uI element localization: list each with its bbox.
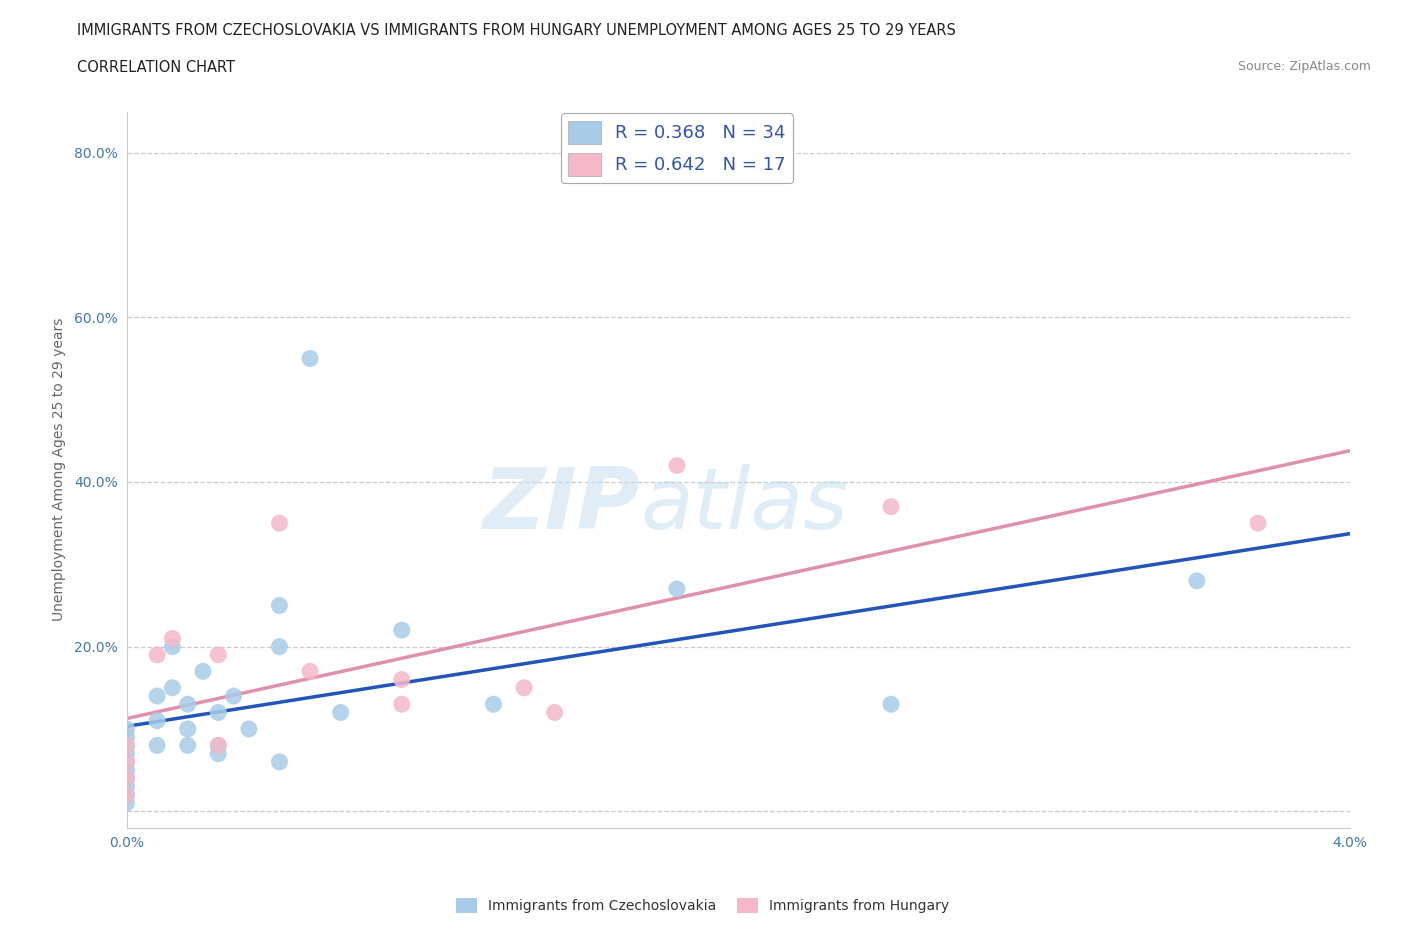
Point	[207, 746, 229, 761]
Text: Source: ZipAtlas.com: Source: ZipAtlas.com	[1237, 60, 1371, 73]
Point	[115, 737, 138, 752]
Point	[115, 771, 138, 786]
Point	[880, 697, 903, 711]
Point	[162, 639, 184, 654]
Point	[207, 705, 229, 720]
Point	[482, 697, 505, 711]
Point	[391, 672, 413, 687]
Point	[115, 779, 138, 794]
Point	[115, 722, 138, 737]
Text: ZIP: ZIP	[482, 464, 640, 547]
Point	[115, 795, 138, 810]
Point	[299, 664, 322, 679]
Point	[162, 681, 184, 696]
Text: CORRELATION CHART: CORRELATION CHART	[77, 60, 235, 75]
Point	[207, 647, 229, 662]
Point	[543, 705, 565, 720]
Point	[115, 771, 138, 786]
Point	[207, 737, 229, 752]
Text: IMMIGRANTS FROM CZECHOSLOVAKIA VS IMMIGRANTS FROM HUNGARY UNEMPLOYMENT AMONG AGE: IMMIGRANTS FROM CZECHOSLOVAKIA VS IMMIGR…	[77, 23, 956, 38]
Point	[880, 499, 903, 514]
Point	[115, 788, 138, 803]
Point	[513, 681, 536, 696]
Point	[269, 754, 291, 769]
Point	[177, 697, 200, 711]
Point	[299, 352, 322, 366]
Point	[162, 631, 184, 645]
Point	[222, 688, 245, 703]
Point	[115, 788, 138, 803]
Point	[269, 639, 291, 654]
Point	[146, 737, 169, 752]
Point	[115, 737, 138, 752]
Point	[115, 754, 138, 769]
Point	[191, 664, 214, 679]
Point	[391, 623, 413, 638]
Text: atlas: atlas	[640, 464, 848, 547]
Point	[238, 722, 260, 737]
Point	[207, 737, 229, 752]
Legend: R = 0.368   N = 34, R = 0.642   N = 17: R = 0.368 N = 34, R = 0.642 N = 17	[561, 113, 793, 183]
Point	[146, 688, 169, 703]
Point	[115, 746, 138, 761]
Point	[115, 763, 138, 777]
Point	[666, 581, 689, 596]
Point	[391, 697, 413, 711]
Point	[666, 458, 689, 473]
Point	[146, 647, 169, 662]
Legend: Immigrants from Czechoslovakia, Immigrants from Hungary: Immigrants from Czechoslovakia, Immigran…	[451, 892, 955, 919]
Point	[1247, 516, 1270, 531]
Point	[1185, 573, 1208, 588]
Point	[177, 737, 200, 752]
Point	[115, 754, 138, 769]
Point	[269, 598, 291, 613]
Point	[177, 722, 200, 737]
Point	[269, 516, 291, 531]
Y-axis label: Unemployment Among Ages 25 to 29 years: Unemployment Among Ages 25 to 29 years	[52, 318, 66, 621]
Point	[146, 713, 169, 728]
Point	[329, 705, 352, 720]
Point	[115, 730, 138, 745]
